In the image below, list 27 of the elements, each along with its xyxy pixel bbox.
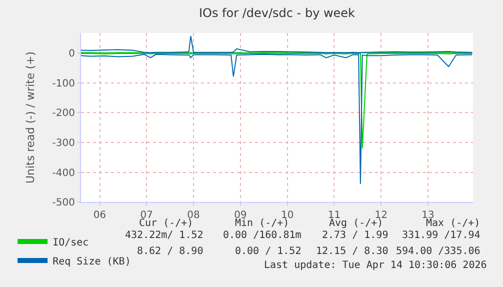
text: 0.00 /160.81m bbox=[223, 230, 302, 241]
y-axis-title: Units read (-) / write (+) bbox=[24, 51, 37, 184]
text: 12.15 / 8.30 bbox=[316, 246, 388, 257]
y-tick-label: -400 bbox=[52, 168, 75, 179]
legend-label: Req Size (KB) bbox=[52, 256, 131, 268]
text: Cur (-/+) bbox=[139, 218, 194, 229]
x-tick-label: 08 bbox=[187, 210, 200, 221]
text: Max (-/+) bbox=[426, 218, 480, 229]
text: Min (-/+) bbox=[235, 218, 290, 229]
y-tick-label: 0 bbox=[68, 48, 75, 60]
y-tick-label: -100 bbox=[52, 78, 75, 90]
chart-title: IOs for /dev/sdc - by week bbox=[198, 6, 356, 20]
text: Avg (-/+) bbox=[329, 218, 384, 229]
x-tick-label: 06 bbox=[93, 210, 106, 221]
legend-label: IO/sec bbox=[52, 237, 89, 248]
text: 8.62 / 8.90 bbox=[137, 246, 204, 257]
y-tick-label: -300 bbox=[52, 138, 75, 149]
y-tick-label: -200 bbox=[52, 108, 75, 120]
text: 2.73 / 1.99 bbox=[322, 230, 388, 241]
x-tick-label: 10 bbox=[280, 210, 294, 221]
y-tick-label: -500 bbox=[52, 198, 75, 208]
text: 0.00 / 1.52 bbox=[235, 246, 302, 257]
text: 432.22m/ 1.52 bbox=[125, 230, 204, 241]
text: 331.99 /17.94 bbox=[402, 230, 480, 241]
x-tick-label: 12 bbox=[374, 210, 388, 221]
text: Last update: Tue Apr 14 10:30:06 2026 bbox=[264, 260, 487, 271]
text: 594.00 /335.06 bbox=[396, 246, 480, 257]
